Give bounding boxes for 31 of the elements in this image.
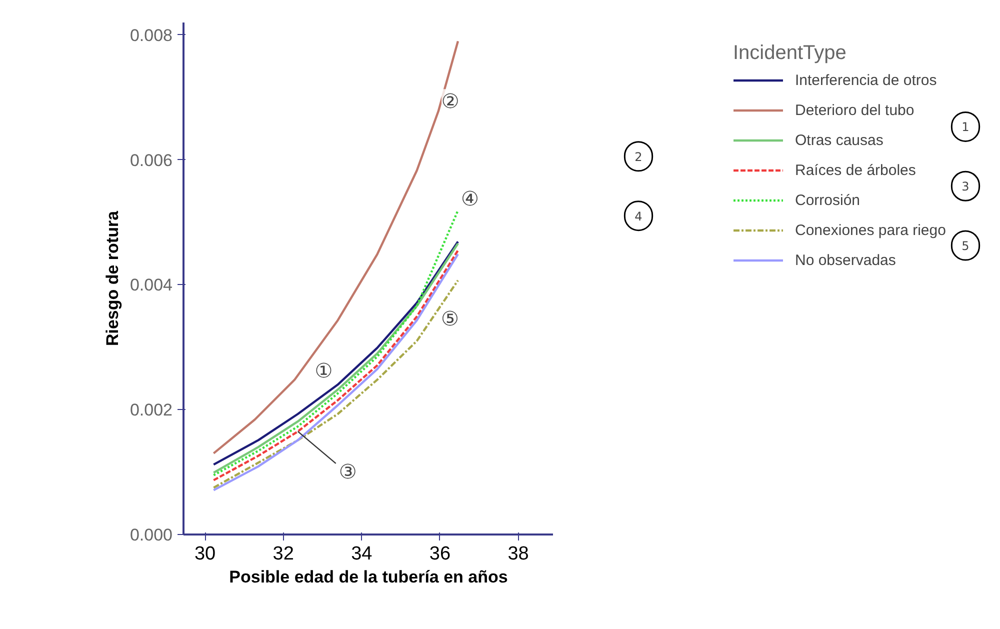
legend-label: Otras causas [795, 132, 884, 148]
y-tick-label: 0.002 [130, 400, 173, 420]
x-axis-title: Posible edad de la tubería en años [229, 568, 508, 586]
y-tick-label: 0.000 [130, 526, 173, 544]
x-tick-label: 38 [508, 544, 529, 564]
line-series [212, 40, 460, 454]
legend-label: Deterioro del tubo [795, 102, 914, 118]
y-tick-label: 0.008 [130, 26, 173, 45]
y-tick-label: 0.004 [130, 276, 173, 295]
text: 4 [634, 209, 642, 224]
legend-label: Corrosión [795, 192, 860, 208]
legend-label: Interferencia de otros [795, 72, 937, 88]
text: 1 [962, 120, 970, 134]
text: 5 [962, 239, 970, 254]
x-tick-label: 30 [194, 544, 216, 564]
legend-title: IncidentType [733, 42, 848, 65]
x-tick-label: 34 [351, 544, 373, 564]
legend-label: Raíces de árboles [795, 162, 916, 178]
annotation: ① [314, 358, 333, 383]
annotation: ② [441, 89, 460, 114]
text: 2 [634, 150, 642, 164]
x-tick-label: 32 [272, 544, 294, 564]
x-tick-label: 36 [429, 544, 451, 564]
text: 3 [962, 180, 970, 194]
legend-label: No observadas [795, 252, 896, 268]
y-tick-label: 0.006 [130, 150, 173, 170]
annotation: ⑤ [441, 306, 459, 330]
legend-label: Conexiones para riego [795, 222, 946, 238]
annotation: ③ [338, 459, 357, 484]
annotation: ④ [461, 186, 479, 210]
y-axis-title: Riesgo de rotura [102, 210, 122, 346]
